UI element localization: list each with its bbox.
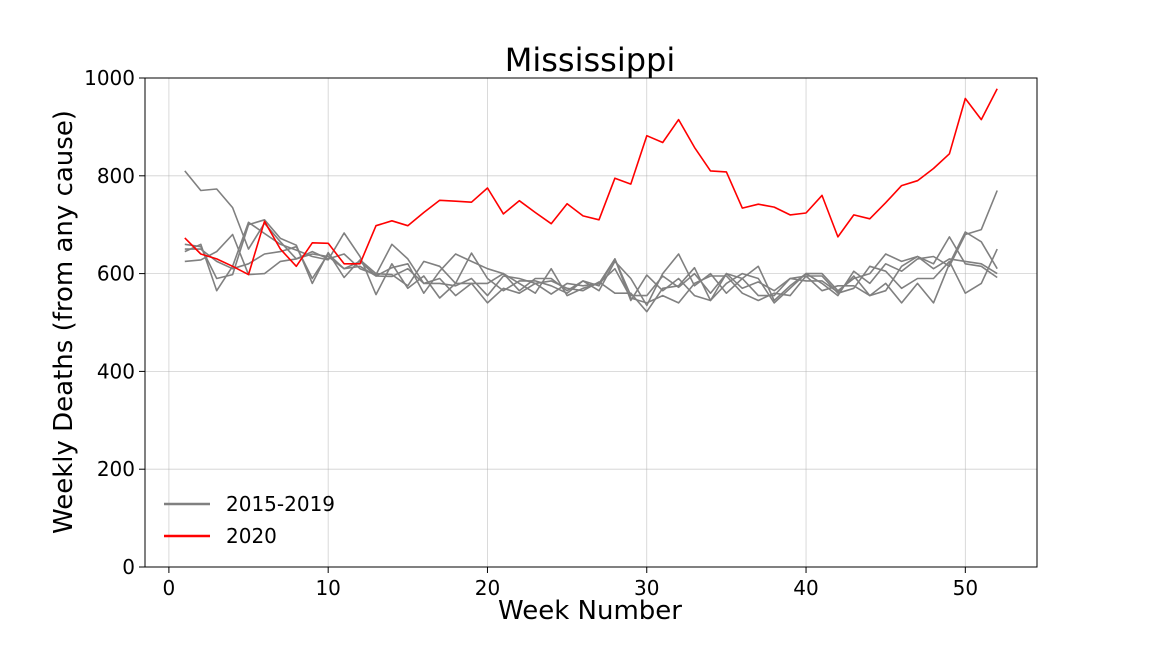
x-tick-label: 0 — [163, 576, 176, 600]
x-axis: 0 10 20 30 40 50 — [163, 567, 978, 600]
series-line-2020 — [184, 88, 998, 276]
y-tick-label: 800 — [97, 164, 135, 188]
series-lines — [184, 88, 998, 313]
y-tick-label: 200 — [97, 457, 135, 481]
series-line-2015-2019-3 — [184, 221, 998, 313]
series-line-2015-2019-4 — [184, 219, 998, 304]
y-tick-label: 400 — [97, 359, 135, 383]
x-tick-label: 10 — [315, 576, 340, 600]
x-tick-label: 30 — [634, 576, 659, 600]
y-axis: 0 200 400 600 800 1000 — [84, 66, 145, 579]
series-line-2015-2019-5 — [184, 245, 998, 304]
legend-label-2020: 2020 — [226, 524, 277, 548]
legend-label-2015-2019: 2015-2019 — [226, 492, 335, 516]
legend: 2015-2019 2020 — [164, 492, 335, 548]
y-tick-label: 0 — [122, 555, 135, 579]
x-tick-label: 50 — [953, 576, 978, 600]
plot-frame — [144, 77, 1038, 568]
y-tick-label: 1000 — [84, 66, 135, 90]
y-tick-label: 600 — [97, 262, 135, 286]
y-axis-label: Weekly Deaths (from any cause) — [49, 110, 79, 534]
x-tick-label: 40 — [793, 576, 818, 600]
x-axis-label: Week Number — [498, 596, 682, 626]
chart-title: Mississippi — [505, 41, 675, 79]
x-tick-label: 20 — [475, 576, 500, 600]
